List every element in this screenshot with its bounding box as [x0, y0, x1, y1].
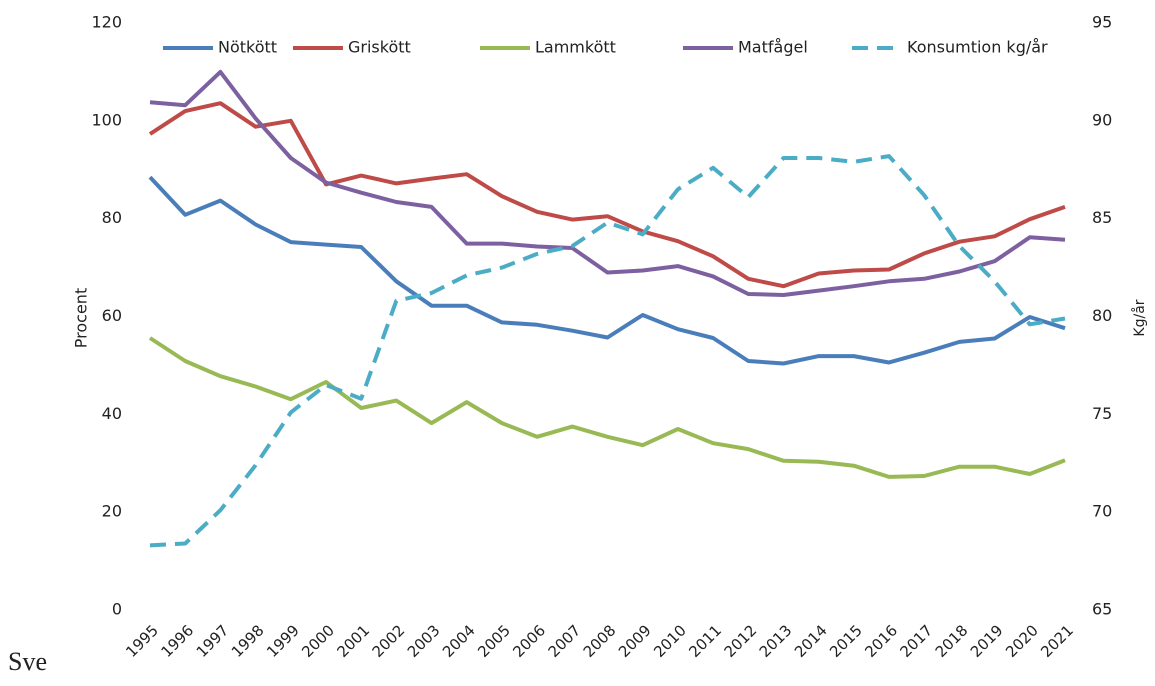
y-tick-label: 100	[91, 110, 122, 129]
series-line	[148, 336, 1066, 479]
x-tick-label: 2006	[509, 621, 549, 661]
x-tick-label: 2004	[439, 621, 479, 661]
x-tick-label: 2010	[650, 621, 690, 661]
x-tick-label: 2021	[1037, 621, 1077, 661]
x-tick-label: 1996	[157, 621, 197, 661]
y2-axis-title: Kg/år	[1131, 299, 1148, 336]
series-line	[148, 101, 1066, 289]
x-tick-label: 2011	[685, 621, 725, 661]
x-tick-label: 2012	[721, 621, 761, 661]
legend-label: Griskött	[348, 38, 411, 57]
legend-label: Konsumtion kg/år	[907, 38, 1048, 57]
x-tick-label: 2019	[967, 621, 1007, 661]
legend-label: Nötkött	[218, 38, 277, 57]
x-tick-label: 2020	[1002, 621, 1042, 661]
x-tick-label: 2008	[580, 621, 620, 661]
y2-tick-label: 85	[1092, 208, 1112, 227]
x-tick-label: 2001	[333, 621, 373, 661]
y-tick-label: 120	[91, 13, 122, 32]
series-line	[149, 69, 1066, 297]
y2-tick-label: 95	[1092, 13, 1112, 32]
x-tick-label: 2018	[932, 621, 972, 661]
y2-tick-label: 90	[1092, 110, 1112, 129]
y-tick-label: 40	[102, 404, 122, 423]
y-tick-label: 0	[112, 600, 122, 619]
x-tick-label: 2016	[861, 621, 901, 661]
x-tick-label: 2005	[474, 621, 514, 661]
y-tick-label: 80	[102, 208, 122, 227]
x-tick-label: 1997	[193, 621, 233, 661]
x-tick-label: 2014	[791, 621, 831, 661]
x-tick-label: 2017	[897, 621, 937, 661]
y-tick-label: 20	[102, 502, 122, 521]
x-tick-label: 2002	[369, 621, 409, 661]
y-axis-title: Procent	[72, 288, 91, 348]
series-line	[148, 175, 1066, 366]
x-tick-label: 2015	[826, 621, 866, 661]
legend-label: Matfågel	[738, 38, 808, 57]
y2-tick-label: 75	[1092, 404, 1112, 423]
x-tick-label: 2000	[298, 621, 338, 661]
x-tick-label: 1999	[263, 621, 303, 661]
y2-tick-label: 65	[1092, 600, 1112, 619]
x-tick-label: 1995	[122, 621, 162, 661]
footer-text: Sve	[8, 647, 47, 676]
legend-label: Lammkött	[535, 38, 616, 57]
x-tick-label: 2009	[615, 621, 655, 661]
x-tick-label: 2003	[404, 621, 444, 661]
x-tick-label: 1998	[228, 621, 268, 661]
y2-tick-label: 70	[1092, 502, 1112, 521]
x-tick-label: 2013	[756, 621, 796, 661]
x-tick-label: 2007	[545, 621, 585, 661]
y2-tick-label: 80	[1092, 306, 1112, 325]
y-tick-label: 60	[102, 306, 122, 325]
